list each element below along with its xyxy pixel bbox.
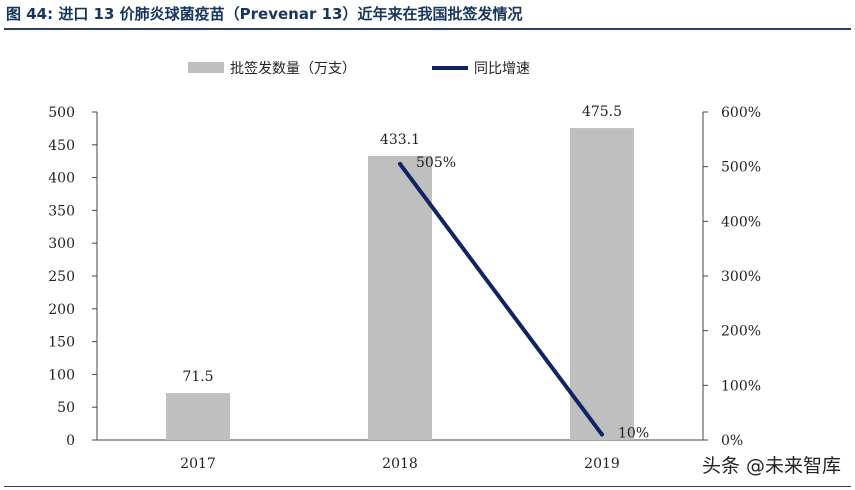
right-tick-label: 600%: [721, 105, 761, 121]
left-tick-label: 500: [48, 105, 75, 121]
left-tick-label: 300: [48, 236, 75, 252]
bar-value-label: 71.5: [182, 369, 213, 385]
bar-value-label: 475.5: [582, 104, 622, 120]
legend-line-label: 同比增速: [474, 61, 530, 77]
left-tick-label: 400: [48, 171, 75, 187]
bar-2019: [570, 128, 634, 440]
left-tick-label: 50: [57, 400, 75, 416]
legend: 批签发数量（万支） 同比增速: [188, 60, 530, 77]
growth-value-label: 505%: [416, 155, 456, 171]
left-tick-label: 450: [48, 138, 75, 154]
growth-line: [398, 161, 604, 437]
left-tick-label: 150: [48, 335, 75, 351]
bar-2018: [368, 155, 432, 440]
left-tick-label: 200: [48, 302, 75, 318]
right-tick-label: 400%: [721, 214, 761, 230]
right-tick-label: 300%: [721, 269, 761, 285]
growth-point-2018: [398, 161, 402, 166]
line-series: [398, 161, 604, 437]
bottom-rule: [4, 486, 851, 487]
growth-point-2019: [600, 432, 604, 437]
left-tick-label: 100: [48, 367, 75, 383]
legend-bar-label: 批签发数量（万支）: [230, 60, 356, 77]
figure-title: 图 44: 进口 13 价肺炎球菌疫苗（Prevenar 13）近年来在我国批签…: [6, 5, 523, 23]
x-tick-label: 2017: [180, 456, 216, 472]
title-rule: [4, 28, 851, 30]
growth-value-label: 10%: [618, 426, 649, 442]
right-tick-label: 100%: [721, 378, 761, 394]
bar-series: [166, 128, 634, 440]
legend-bar-swatch: [188, 62, 224, 73]
right-tick-label: 0%: [721, 433, 743, 449]
x-tick-label: 2019: [584, 456, 620, 472]
axes: 0 50 100 150 200 250 300 350 400 450 500 0% 100% 200%…: [48, 105, 761, 472]
left-tick-label: 250: [48, 269, 75, 285]
bar-2017: [166, 393, 230, 440]
left-tick-label: 0: [66, 433, 75, 449]
x-tick-label: 2018: [382, 456, 418, 472]
right-tick-label: 200%: [721, 324, 761, 340]
data-labels: 71.5 433.1 475.5 505% 10%: [182, 104, 649, 441]
right-tick-label: 500%: [721, 160, 761, 176]
bar-value-label: 433.1: [380, 132, 420, 148]
left-tick-label: 350: [48, 203, 75, 219]
watermark: 头条 @未来智库: [701, 455, 841, 477]
